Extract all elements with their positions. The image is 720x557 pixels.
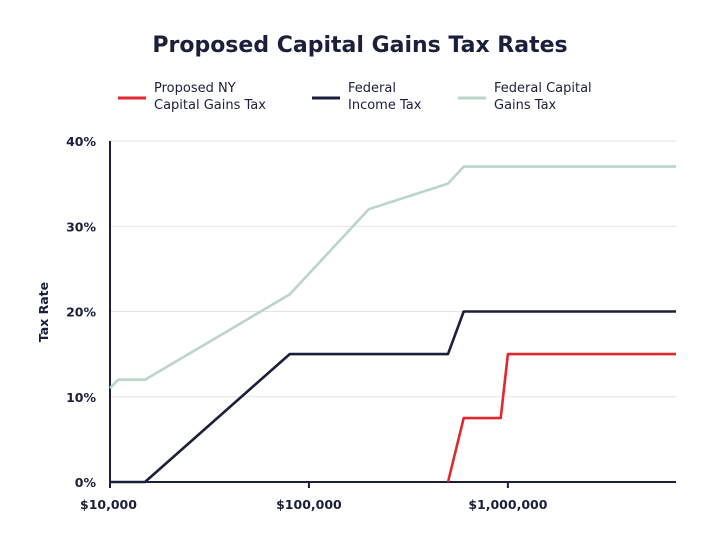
series-line-1: [110, 310, 676, 484]
y-axis-label: Tax Rate: [36, 282, 51, 342]
y-tick-label: 10%: [66, 390, 96, 405]
legend: Proposed NY Capital Gains Tax Federal Incom…: [118, 81, 592, 113]
chart-title: Proposed Capital Gains Tax Rates: [152, 33, 567, 58]
series-line-0: [446, 352, 676, 483]
x-tick-label: $10,000: [80, 497, 137, 512]
legend-label-2: Gains Tax: [494, 98, 557, 113]
y-tick-label: 0%: [75, 475, 97, 490]
legend-label-0: Proposed NY: [154, 81, 236, 96]
x-tick-label: $100,000: [276, 497, 342, 512]
series-lines: [109, 165, 676, 484]
y-tick-label: 20%: [66, 305, 96, 320]
legend-label-1: Income Tax: [348, 98, 422, 113]
x-tick-label: $1,000,000: [468, 497, 547, 512]
y-tick-label: 30%: [66, 219, 96, 234]
x-tick-labels: $10,000 $100,000 $1,000,000: [80, 497, 548, 512]
legend-label-1: Federal: [348, 81, 396, 96]
y-tick-label: 40%: [66, 134, 96, 149]
y-tick-labels: 0% 10% 20% 30% 40%: [66, 134, 96, 490]
gridlines: [110, 140, 676, 398]
legend-label-0: Capital Gains Tax: [154, 98, 266, 113]
legend-label-2: Federal Capital: [494, 81, 592, 96]
axes: [109, 141, 676, 488]
series-line-2: [109, 165, 676, 390]
